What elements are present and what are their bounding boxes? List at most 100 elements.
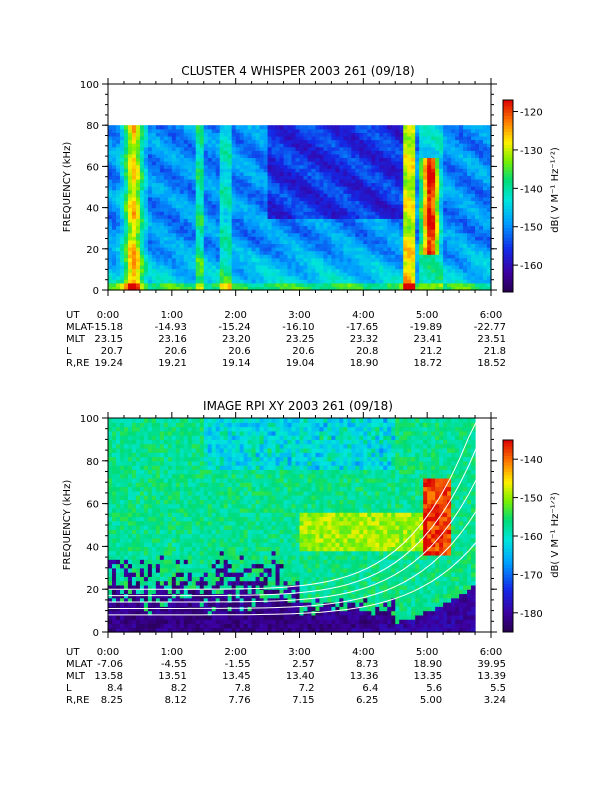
spectrogram-cell bbox=[135, 236, 141, 241]
spectrogram-cell bbox=[111, 229, 117, 234]
spectrogram-cell bbox=[395, 153, 400, 159]
spectrogram-cell bbox=[207, 164, 213, 169]
spectrogram-cell bbox=[171, 150, 177, 155]
spectrogram-cell bbox=[467, 150, 472, 155]
spectrogram-cell bbox=[463, 175, 468, 180]
spectrogram-cell bbox=[323, 146, 329, 151]
spectrogram-cell bbox=[331, 218, 337, 223]
spectrogram-cell bbox=[115, 580, 121, 586]
spectrogram-cell bbox=[119, 171, 125, 176]
spectrogram-cell bbox=[323, 264, 329, 270]
spectrogram-cell bbox=[395, 182, 400, 187]
spectrogram-cell bbox=[219, 171, 225, 176]
spectrogram-cell bbox=[483, 279, 488, 284]
spectrogram-cell bbox=[299, 214, 305, 219]
spectrogram-cell bbox=[123, 211, 129, 216]
spectrogram-cell bbox=[171, 264, 177, 270]
spectrogram-cell bbox=[355, 211, 360, 216]
spectrogram-cell bbox=[427, 128, 432, 133]
spectrogram-cell bbox=[163, 268, 169, 273]
spectrogram-cell bbox=[119, 473, 125, 479]
spectrogram-cell bbox=[151, 196, 157, 202]
spectrogram-cell bbox=[123, 546, 129, 552]
spectrogram-cell bbox=[347, 132, 352, 137]
spectrogram-cell bbox=[155, 247, 161, 252]
spectrogram-cell bbox=[295, 261, 301, 266]
spectrogram-cell bbox=[299, 268, 305, 273]
spectrogram-cell bbox=[303, 232, 309, 237]
spectrogram-cell bbox=[339, 254, 344, 259]
spectrogram-cell bbox=[463, 139, 468, 144]
spectrogram-cell bbox=[299, 243, 305, 248]
spectrogram-cell bbox=[487, 164, 492, 169]
spectrogram-cell bbox=[163, 164, 169, 169]
spectrogram-cell bbox=[115, 499, 121, 505]
spectrogram-cell bbox=[219, 257, 225, 262]
spectrogram-cell bbox=[307, 221, 313, 227]
spectrogram-cell bbox=[319, 232, 325, 237]
spectrogram-cell bbox=[119, 229, 125, 234]
spectrogram-cell bbox=[375, 153, 380, 159]
spectrogram-cell bbox=[175, 254, 181, 259]
spectrogram-cell bbox=[207, 214, 213, 219]
spectrogram-cell bbox=[443, 143, 448, 148]
spectrogram-cell bbox=[331, 211, 337, 216]
spectrogram-cell bbox=[143, 250, 149, 255]
spectrogram-cell bbox=[115, 182, 121, 187]
spectrogram-cell bbox=[355, 175, 360, 180]
spectrogram-cell bbox=[115, 264, 121, 270]
spectrogram-cell bbox=[291, 204, 297, 209]
spectrogram-cell bbox=[123, 204, 129, 209]
spectrogram-cell bbox=[271, 268, 277, 273]
spectrogram-cell bbox=[259, 232, 265, 237]
spectrogram-cell bbox=[147, 200, 153, 205]
spectrogram-cell bbox=[463, 135, 468, 141]
spectrogram-cell bbox=[163, 236, 169, 241]
spectrogram-cell bbox=[395, 132, 400, 137]
spectrogram-cell bbox=[315, 182, 321, 187]
spectrogram-cell bbox=[239, 125, 245, 130]
spectrogram-cell bbox=[323, 261, 329, 266]
spectrogram-cell bbox=[347, 257, 352, 262]
spectrogram-cell bbox=[451, 261, 456, 266]
y-tick-label: 40 bbox=[86, 204, 99, 215]
spectrogram-cell bbox=[291, 161, 297, 166]
spectrogram-cell bbox=[219, 221, 225, 227]
spectrogram-cell bbox=[227, 257, 233, 262]
spectrogram-cell bbox=[207, 196, 213, 202]
spectrogram-cell bbox=[303, 139, 309, 144]
spectrogram-cell bbox=[451, 221, 456, 227]
spectrogram-cell bbox=[271, 189, 277, 194]
spectrogram-cell bbox=[471, 239, 476, 245]
spectrogram-cell bbox=[347, 232, 352, 237]
spectrogram-cell bbox=[327, 150, 333, 155]
spectrogram-cell bbox=[199, 186, 205, 191]
spectrogram-cell bbox=[439, 207, 444, 212]
spectrogram-cell bbox=[199, 211, 205, 216]
spectrogram-cell bbox=[391, 164, 396, 169]
spectrogram-cell bbox=[419, 189, 424, 194]
spectrogram-cell bbox=[359, 189, 364, 194]
spectrogram-cell bbox=[123, 537, 129, 543]
spectrogram-cell bbox=[235, 164, 241, 169]
spectrogram-cell bbox=[131, 525, 137, 530]
spectrogram-cell bbox=[319, 189, 325, 194]
spectrogram-cell bbox=[247, 204, 253, 209]
spectrogram-cell bbox=[359, 178, 364, 184]
spectrogram-cell bbox=[108, 512, 113, 518]
spectrogram-cell bbox=[119, 435, 125, 440]
spectrogram-cell bbox=[311, 175, 317, 180]
spectrogram-cell bbox=[375, 128, 380, 133]
spectrogram-cell bbox=[115, 161, 121, 166]
spectrogram-cell bbox=[471, 143, 476, 148]
spectrogram-cell bbox=[275, 236, 281, 241]
spectrogram-cell bbox=[215, 264, 221, 270]
spectrogram-cell bbox=[467, 178, 472, 184]
spectrogram-cell bbox=[111, 469, 117, 475]
spectrogram-cell bbox=[131, 499, 137, 505]
spectrogram-cell bbox=[447, 207, 452, 212]
spectrogram-cell bbox=[115, 239, 121, 245]
ephemeris-value: 20.8 bbox=[356, 346, 378, 357]
spectrogram-cell bbox=[151, 143, 157, 148]
spectrogram-cell bbox=[319, 128, 325, 133]
